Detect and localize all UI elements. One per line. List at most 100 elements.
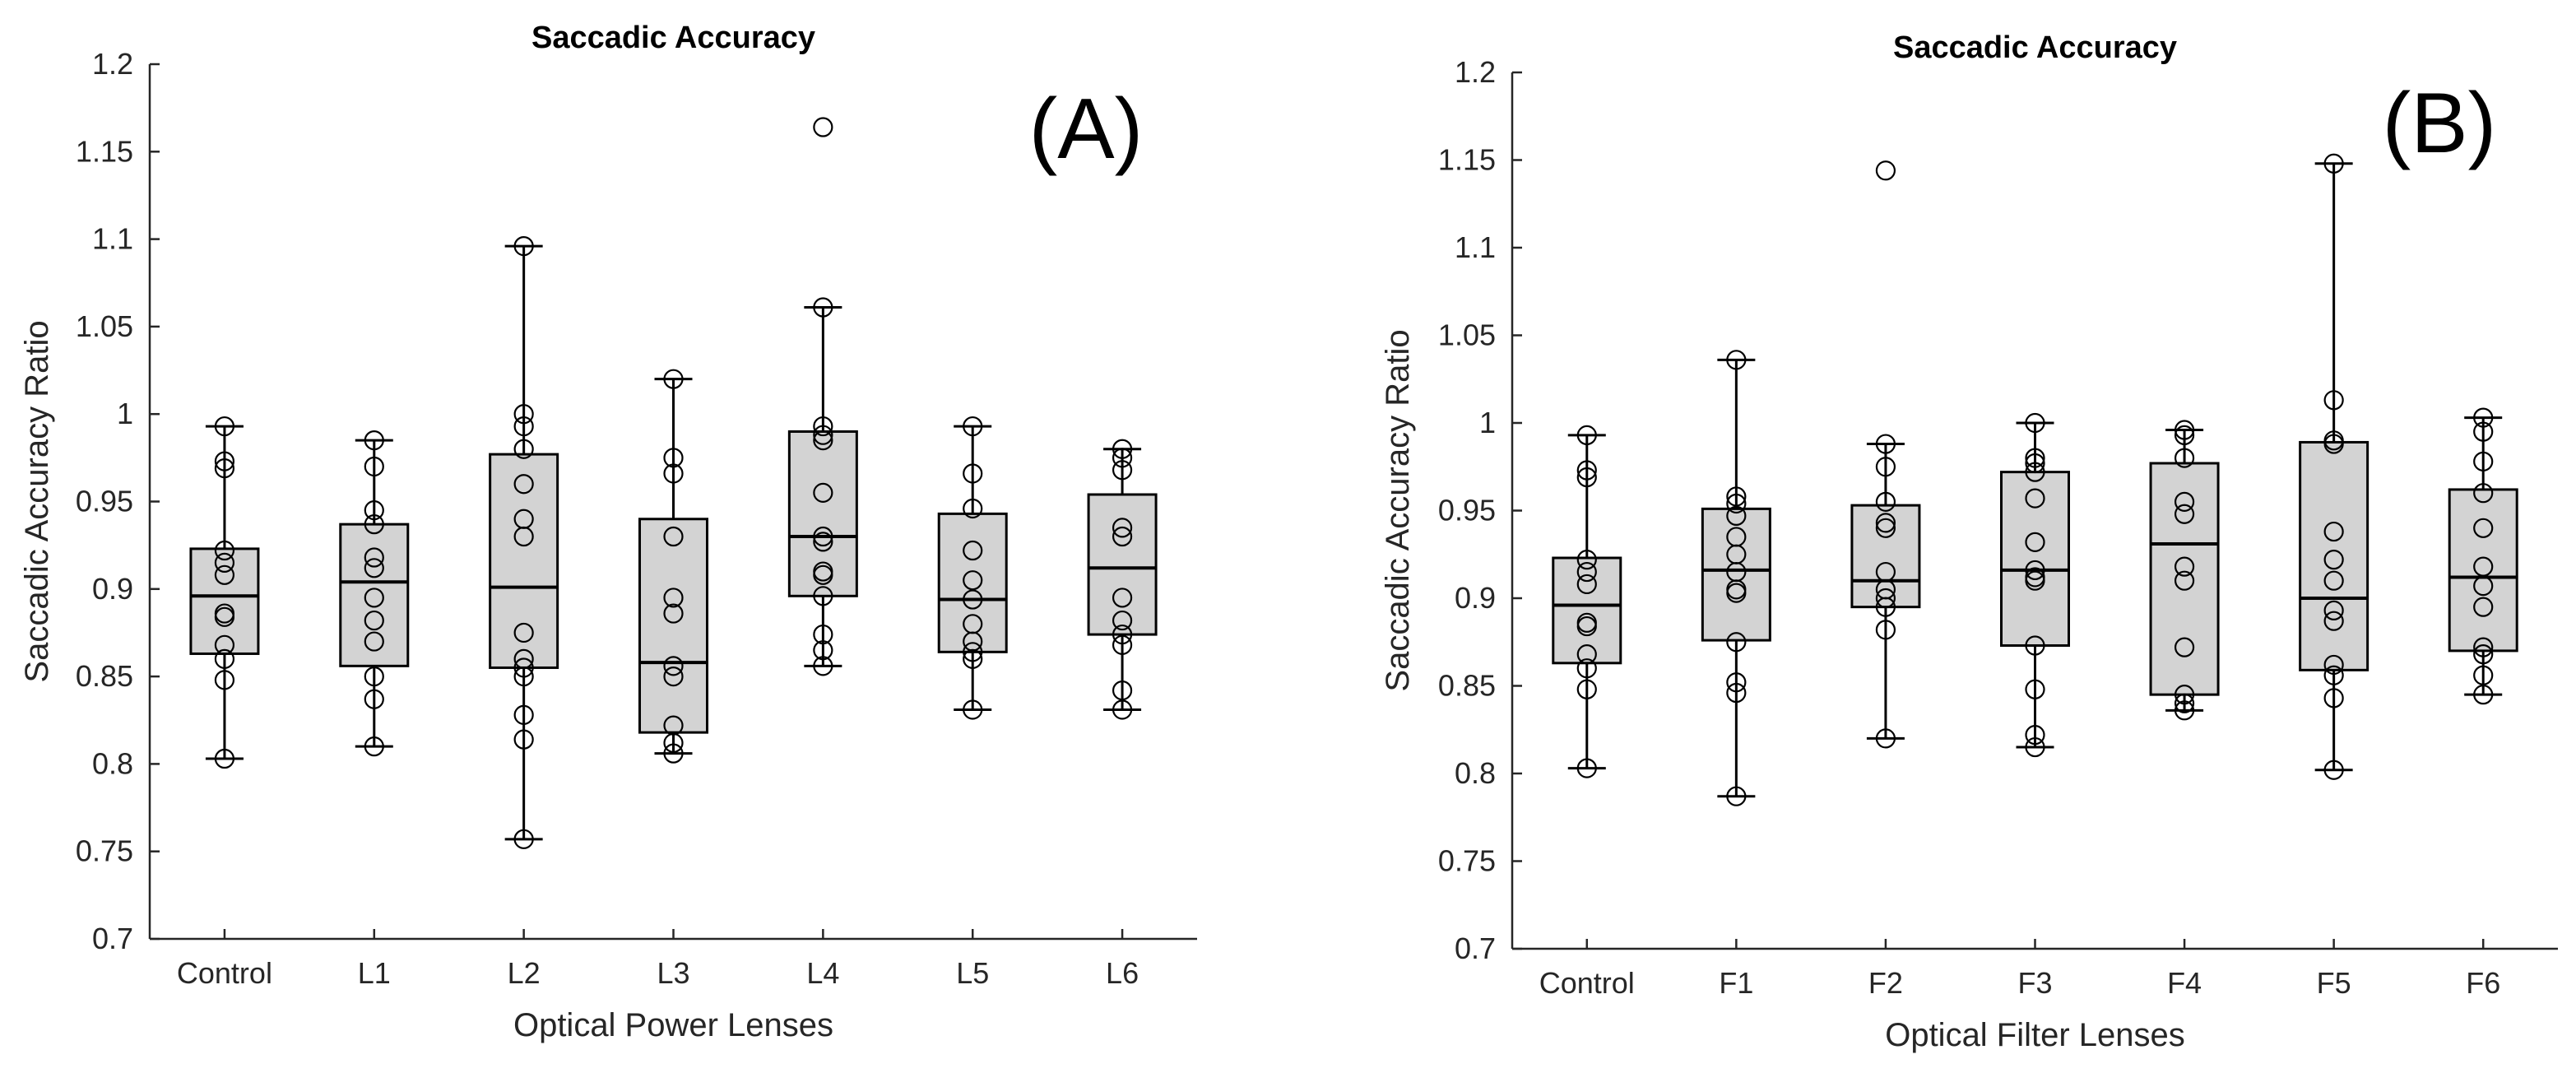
box-l1 [339,523,410,667]
data-point [663,369,684,389]
panel-a: Saccadic Accuracy (A) 0.7 0.75 0.8 0.85 0.9 0.9… [19,21,1197,1043]
data-point [364,666,384,687]
data-point [1726,672,1747,693]
data-point [364,456,384,477]
data-point [364,430,384,451]
data-point [1726,632,1747,653]
data-point [963,589,983,610]
data-point [2174,693,2195,713]
x-tick-label: Control [1539,966,1635,1000]
data-point [1875,513,1896,533]
data-point [2323,521,2344,542]
x-tick-label: F3 [2017,966,2052,1000]
data-point [214,552,235,574]
data-point [813,532,833,552]
data-point [2174,556,2195,577]
data-point [2323,654,2344,676]
data-point [2025,560,2045,581]
data-point [813,430,833,451]
x-tick-label: F6 [2466,966,2500,1000]
data-point [2025,725,2045,746]
box-f4 [2149,462,2220,696]
data-point [214,416,235,437]
data-point [813,416,833,437]
data-point [513,704,534,725]
box-f1 [1701,507,1771,642]
data-point [364,514,384,535]
box-control [189,547,260,655]
data-point [963,498,983,519]
data-point [1726,493,1747,514]
y-tick-label: 0.7 [1455,931,1496,965]
data-point [663,743,684,764]
data-point [2174,637,2195,657]
box-l6 [1087,493,1158,636]
data-point [1112,634,1133,655]
data-point [513,404,534,425]
data-point [214,564,235,585]
data-point [1726,486,1747,507]
data-point [1112,610,1133,631]
data-point [1112,699,1133,720]
data-point [2323,611,2344,631]
data-point [513,622,534,643]
box-l3 [638,518,708,734]
box-l5 [937,512,1008,653]
x-tick-label: F2 [1868,966,1903,1000]
y-axis-label: Saccadic Accuracy Ratio [19,320,55,682]
data-point [663,463,684,484]
data-point [1875,728,1896,749]
y-tick-label: 1.2 [1455,55,1496,89]
x-tick-label: L6 [1106,956,1139,990]
data-point [1576,658,1597,679]
y-tick-label: 0.85 [76,659,133,693]
box-f2 [1850,504,1921,609]
data-point [2473,483,2494,504]
data-point [2025,570,2045,591]
data-point [1112,448,1133,468]
data-point [2174,570,2195,591]
data-point [364,610,384,631]
y-tick-label: 0.9 [1455,581,1496,615]
y-tick-label: 1.05 [76,309,133,343]
data-point [2323,550,2344,570]
data-point [2473,597,2494,617]
data-point [2473,451,2494,471]
data-point [1875,160,1896,181]
data-point [2025,679,2045,699]
data-point [513,236,534,257]
data-point [2323,759,2344,780]
y-axis-label: Saccadic Accuracy Ratio [1380,329,1416,691]
x-tick-label: L3 [657,956,689,990]
y-tick-label: 0.85 [1438,669,1496,703]
data-point [2174,504,2195,524]
x-tick-label: Control [177,956,272,990]
data-point [1875,434,1896,454]
data-point [663,603,684,624]
y-tick-label: 1 [117,397,133,430]
data-point [2025,412,2045,434]
data-point [513,439,534,459]
data-point [513,526,534,547]
data-point [1576,561,1597,583]
data-point [513,416,534,437]
y-tick-label: 1.1 [92,222,133,256]
data-point [813,297,833,318]
data-point [1112,439,1133,459]
data-point [214,634,235,655]
data-point [2323,570,2344,591]
data-point [1576,758,1597,778]
y-tick-label: 1.15 [76,134,133,168]
data-point [1112,680,1133,701]
y-tick-label: 0.7 [92,922,133,955]
data-point [2323,600,2344,621]
data-point [813,564,833,585]
data-point [214,648,235,669]
data-point [214,670,235,690]
data-point [214,540,235,561]
panel-label: (A) [1029,81,1144,177]
data-point [813,482,833,503]
data-point [2025,635,2045,656]
data-point [663,666,684,687]
y-tick-label: 0.9 [92,572,133,606]
